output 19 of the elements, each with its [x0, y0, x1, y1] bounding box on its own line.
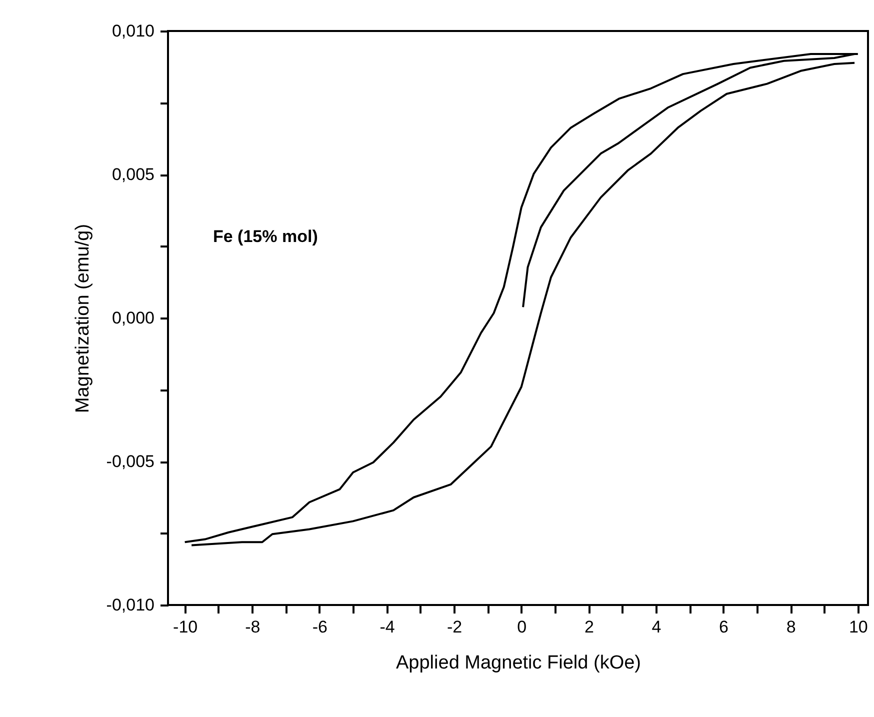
x-axis-title: Applied Magnetic Field (kOe)	[396, 652, 641, 674]
y-tick-label: -0,010	[106, 596, 154, 614]
x-tick-label: -6	[312, 618, 328, 636]
x-tick-label: 8	[786, 618, 796, 636]
y-tick-label: 0,005	[112, 165, 154, 184]
y-axis-title: Magnetization (emu/g)	[72, 224, 94, 414]
x-tick-label: -2	[446, 618, 462, 636]
x-tick-label: -4	[380, 618, 395, 636]
x-tick-label: 6	[719, 618, 729, 636]
y-tick-label: 0,010	[112, 22, 154, 40]
x-tick-label: 4	[652, 618, 662, 636]
x-tick-label: -8	[245, 618, 260, 636]
x-tick-label: 2	[584, 618, 594, 636]
x-tick-label: 0	[517, 618, 527, 636]
annotation: Fe (15% mol)	[213, 227, 318, 246]
x-tick-label: 10	[848, 618, 868, 636]
y-tick-label: -0,005	[106, 452, 154, 471]
y-tick-label: 0,000	[112, 308, 154, 328]
x-tick-label: -10	[173, 618, 198, 636]
